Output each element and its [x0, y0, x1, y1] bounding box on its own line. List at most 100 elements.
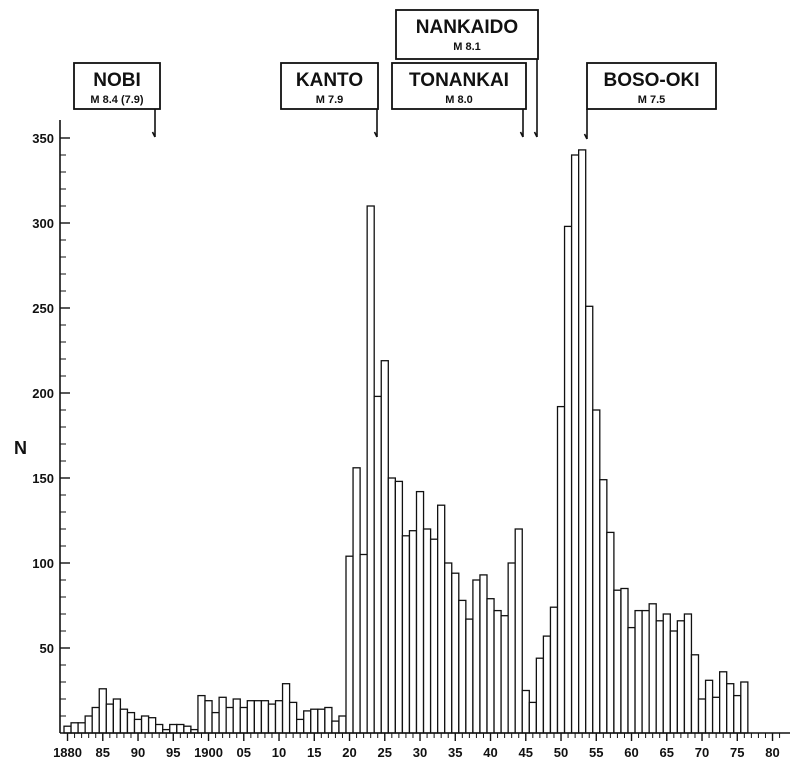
bar-1895 [169, 723, 178, 734]
event-box [280, 62, 379, 110]
event-name: KANTO [296, 70, 363, 91]
event-box [391, 62, 527, 110]
event-name: NOBI [93, 70, 141, 91]
bar-1899 [197, 694, 206, 734]
bar-1897 [183, 725, 192, 734]
bar-1933 [436, 504, 446, 734]
event-name: BOSO-OKI [603, 70, 699, 91]
bar-1922 [359, 553, 368, 734]
y-tick-label: 300 [32, 216, 54, 231]
bar-1880 [63, 725, 72, 734]
x-tick-label: 95 [166, 745, 180, 760]
event-pointer [533, 59, 538, 138]
event-kanto: KANTO M 7.9 [280, 62, 379, 138]
x-tick-label: 05 [237, 745, 251, 760]
bar-1954 [585, 305, 594, 734]
bar-1915 [310, 708, 319, 734]
bar-1900 [204, 700, 213, 734]
bar-1934 [444, 562, 453, 734]
bar-1945 [521, 689, 530, 734]
bar-1955 [592, 409, 601, 734]
x-tick-label: 45 [519, 745, 533, 760]
bar-1965 [662, 613, 671, 734]
x-tick-label: 65 [660, 745, 674, 760]
bar-1944 [514, 528, 523, 734]
bar-1904 [232, 698, 241, 734]
bar-1929 [408, 530, 418, 734]
bar-1910 [274, 700, 284, 734]
bar-1931 [422, 528, 432, 734]
bar-1902 [218, 696, 227, 734]
bar-1957 [606, 531, 615, 734]
x-tick-label: 15 [307, 745, 321, 760]
y-tick-label: 150 [32, 471, 54, 486]
bar-1912 [288, 701, 298, 734]
bar-1960 [627, 626, 636, 734]
x-tick-label: 30 [413, 745, 427, 760]
bar-1942 [500, 615, 509, 734]
x-tick-label: 20 [342, 745, 356, 760]
bar-1937 [465, 618, 474, 734]
bar-1925 [380, 360, 389, 734]
event-pointer [373, 109, 378, 138]
x-tick-label: 25 [378, 745, 392, 760]
bar-1973 [719, 671, 728, 734]
bar-1964 [655, 620, 664, 734]
y-tick-label: 350 [32, 131, 54, 146]
bar-1920 [345, 555, 354, 734]
x-tick-label: 40 [483, 745, 497, 760]
bar-1949 [549, 606, 559, 734]
bar-1936 [458, 599, 467, 734]
event-nobi: NOBI M 8.4 (7.9) [73, 62, 161, 138]
bar-1883 [84, 715, 93, 734]
bar-1921 [352, 467, 361, 734]
bar-1939 [479, 574, 488, 734]
event-nankaido: NANKAIDO M 8.1 [395, 9, 539, 138]
bar-1930 [415, 490, 425, 734]
event-magnitude: M 7.9 [316, 94, 344, 106]
y-tick-label: 250 [32, 301, 54, 316]
bar-1891 [140, 715, 150, 734]
bar-1890 [133, 718, 143, 734]
bar-1932 [429, 538, 439, 734]
bar-1943 [507, 562, 516, 734]
x-tick-label: 1880 [53, 745, 82, 760]
bar-1908 [260, 700, 270, 734]
bar-1901 [211, 711, 220, 734]
bar-1918 [331, 720, 340, 734]
bar-1947 [535, 657, 545, 734]
bar-1963 [648, 603, 657, 734]
event-box [586, 62, 717, 110]
x-tick-label: 85 [96, 745, 110, 760]
event-boso-oki: BOSO-OKI M 7.5 [583, 62, 717, 140]
event-pointer [151, 109, 156, 138]
bar-1975 [733, 694, 742, 734]
bar-1967 [676, 620, 686, 734]
bar-1886 [105, 703, 115, 734]
bar-1968 [683, 613, 693, 734]
bar-1927 [394, 480, 404, 734]
x-tick-label: 90 [131, 745, 145, 760]
bar-1882 [77, 722, 86, 734]
bar-1950 [556, 405, 566, 734]
event-tonankai: TONANKAI M 8.0 [391, 62, 527, 138]
bar-1919 [338, 715, 347, 734]
bar-1976 [740, 681, 749, 734]
bar-1909 [267, 703, 277, 734]
y-axis-ticks: 50 100 150 200 250 300 350 [32, 131, 70, 717]
event-box [73, 62, 161, 110]
bar-1966 [669, 630, 678, 734]
bar-1917 [324, 706, 333, 734]
bar-1913 [295, 718, 305, 734]
bar-1935 [451, 572, 460, 734]
bar-1948 [542, 635, 552, 734]
x-tick-label: 75 [730, 745, 744, 760]
bar-1914 [303, 710, 312, 734]
bar-1887 [112, 698, 122, 734]
x-tick-label: 60 [624, 745, 638, 760]
x-tick-label: 10 [272, 745, 286, 760]
bar-1953 [578, 149, 587, 734]
x-tick-label: 70 [695, 745, 709, 760]
bar-1952 [570, 154, 580, 734]
